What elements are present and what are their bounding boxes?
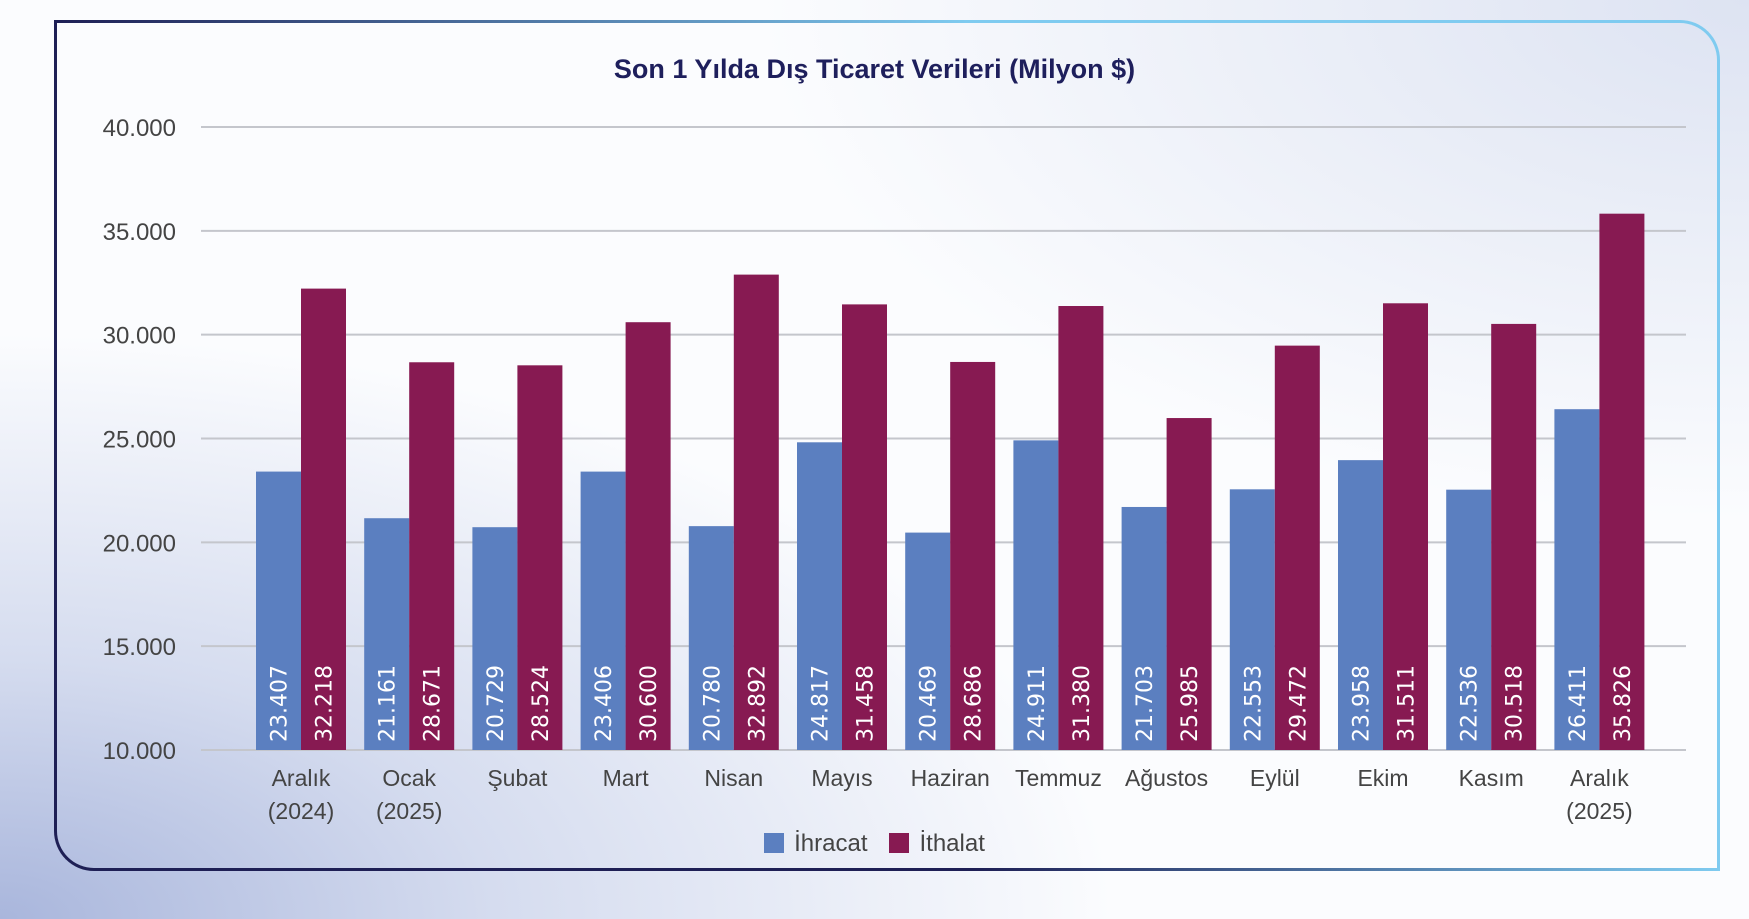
data-label: 21.161	[376, 665, 401, 742]
data-label: 23.406	[592, 665, 617, 742]
x-tick-label: Kasım	[1459, 765, 1524, 791]
data-label: 23.958	[1350, 665, 1375, 742]
data-label: 28.671	[421, 665, 446, 742]
data-label: 25.985	[1178, 665, 1203, 742]
data-label: 28.686	[962, 665, 987, 742]
data-label: 20.780	[700, 665, 725, 742]
bar-ihracat	[1338, 460, 1383, 750]
data-label: 31.458	[854, 665, 879, 742]
data-label: 31.380	[1070, 665, 1095, 742]
legend-swatch-ithalat	[889, 833, 910, 853]
bar-ithalat	[950, 361, 996, 750]
legend-swatch-ihracat	[764, 833, 785, 853]
y-tick-label: 15.000	[103, 634, 176, 661]
bar-ihracat	[1121, 506, 1167, 750]
x-tick-label: Temmuz	[1015, 765, 1102, 791]
data-label: 26.411	[1566, 665, 1591, 742]
x-tick-label: Haziran	[911, 765, 990, 791]
data-label: 22.553	[1241, 665, 1266, 742]
data-label: 32.892	[745, 665, 770, 742]
x-tick-label: Şubat	[487, 765, 548, 791]
x-tick-label: Eylül	[1250, 765, 1300, 791]
data-label: 28.524	[529, 665, 554, 742]
bar-ihracat	[905, 532, 951, 750]
bar-ithalat	[301, 288, 346, 750]
x-tick-label: Aralık	[1570, 765, 1629, 791]
bar-ithalat	[1274, 345, 1320, 750]
bar-ihracat	[797, 442, 842, 750]
bar-ithalat	[1383, 303, 1428, 750]
x-tick-label: Mayıs	[811, 765, 872, 791]
y-tick-label: 30.000	[103, 323, 176, 350]
legend: İhracat İthalat	[0, 830, 1749, 858]
chart-card	[54, 20, 1720, 871]
data-label: 30.600	[637, 665, 662, 742]
data-label: 32.218	[313, 665, 338, 742]
bar-ihracat	[1446, 489, 1492, 750]
x-tick-label: Aralık	[272, 765, 331, 791]
bar-ithalat	[1166, 418, 1212, 750]
bar-ihracat	[688, 526, 734, 750]
legend-label: İhracat	[794, 830, 868, 857]
bar-ihracat	[580, 471, 626, 750]
bar-ithalat	[409, 362, 455, 750]
bar-ihracat	[1229, 489, 1275, 750]
x-tick-label: Mart	[603, 765, 650, 791]
x-tick-label-year: (2025)	[1566, 798, 1632, 824]
bar-ihracat	[364, 518, 410, 750]
y-tick-label: 25.000	[103, 427, 176, 454]
bar-ihracat	[472, 527, 518, 750]
data-label: 22.536	[1458, 665, 1483, 742]
y-tick-label: 10.000	[103, 738, 176, 765]
legend-item-ihracat: İhracat	[764, 830, 867, 858]
data-label: 21.703	[1133, 665, 1158, 742]
x-tick-label: Ocak	[382, 765, 436, 791]
bar-ihracat	[256, 471, 301, 750]
bar-ithalat	[1599, 213, 1645, 751]
data-label: 35.826	[1611, 665, 1636, 742]
x-tick-label: Ağustos	[1125, 765, 1208, 791]
x-tick-label-year: (2025)	[376, 798, 442, 824]
bar-ithalat	[842, 304, 887, 750]
data-label: 24.911	[1025, 665, 1050, 742]
legend-label: İthalat	[919, 830, 985, 857]
bar-ithalat	[1491, 323, 1537, 750]
x-tick-label: Nisan	[704, 765, 763, 791]
data-label: 24.817	[809, 665, 834, 742]
data-label: 23.407	[268, 665, 293, 742]
data-label: 31.511	[1395, 665, 1420, 742]
data-label: 30.518	[1503, 665, 1528, 742]
x-tick-label-year: (2024)	[268, 798, 334, 824]
legend-item-ithalat: İthalat	[889, 830, 985, 858]
bar-ithalat	[517, 365, 563, 750]
bar-ithalat	[733, 274, 779, 750]
x-tick-label: Ekim	[1357, 765, 1408, 791]
y-tick-label: 40.000	[103, 115, 176, 142]
bar-ihracat	[1013, 440, 1059, 750]
chart-title: Son 1 Yılda Dış Ticaret Verileri (Milyon…	[613, 54, 1136, 84]
bar-ithalat	[1058, 306, 1104, 750]
data-label: 29.472	[1286, 665, 1311, 742]
bar-ithalat	[625, 322, 671, 750]
y-tick-label: 35.000	[103, 219, 176, 246]
data-label: 20.469	[917, 665, 942, 742]
data-label: 20.729	[484, 665, 509, 742]
bar-ihracat	[1554, 409, 1600, 750]
y-tick-label: 20.000	[103, 530, 176, 557]
